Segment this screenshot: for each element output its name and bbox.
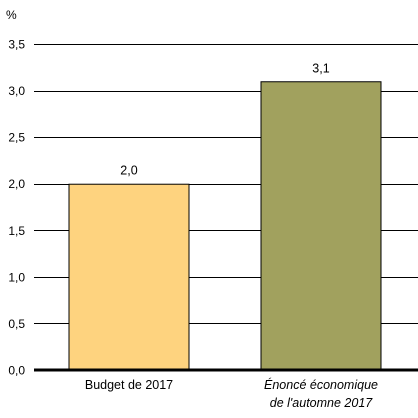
y-unit-label: % xyxy=(6,8,17,22)
x-category-label: Budget de 2017 xyxy=(85,378,173,392)
labels: % 0,0 0,5 1,0 1,5 2,0 2,5 3,0 3,5 2,0 Budget de 2… xyxy=(6,8,378,410)
y-tick-label: 1,0 xyxy=(8,270,25,284)
x-category-label: de l'automne 2017 xyxy=(270,396,374,410)
y-tick-label: 2,5 xyxy=(8,131,25,145)
y-tick-label: 0,0 xyxy=(8,364,25,378)
y-tick-label: 0,5 xyxy=(8,317,25,331)
bar xyxy=(68,183,190,371)
data-label: 3,1 xyxy=(312,61,329,75)
x-category-label: Énoncé économique xyxy=(264,377,378,392)
bar xyxy=(260,81,382,371)
bars xyxy=(68,81,382,371)
y-tick-label: 1,5 xyxy=(8,224,25,238)
data-label: 2,0 xyxy=(120,164,137,178)
y-tick-label: 2,0 xyxy=(8,177,25,191)
y-tick-label: 3,0 xyxy=(8,84,25,98)
y-tick-label: 3,5 xyxy=(8,38,25,52)
